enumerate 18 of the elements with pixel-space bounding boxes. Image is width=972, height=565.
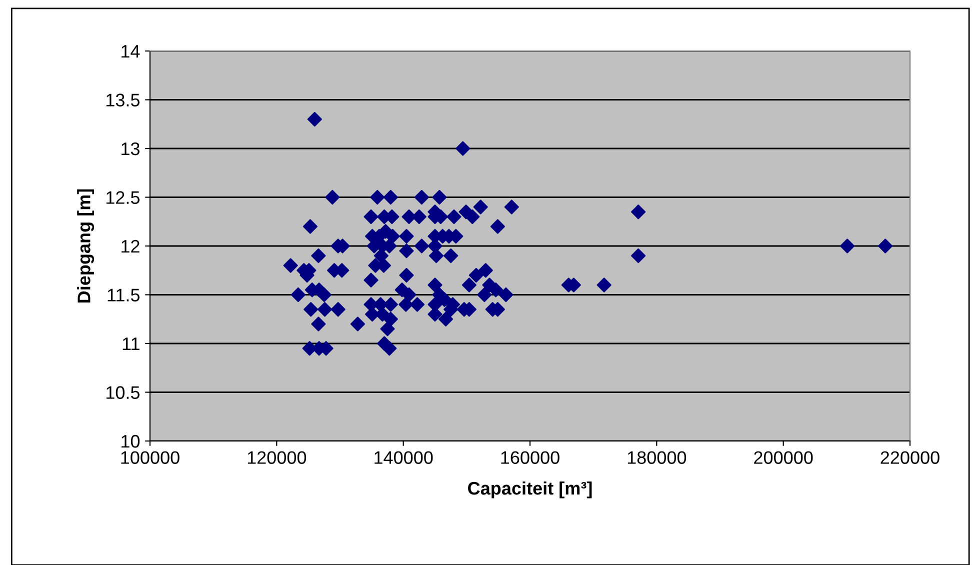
y-tick-label: 12 (122, 240, 140, 253)
y-tick-label: 13.5 (106, 94, 140, 106)
y-tick-label: 14 (122, 45, 140, 58)
x-tick-label: 140000 (374, 451, 433, 464)
y-tick-label: 10.5 (106, 386, 140, 399)
x-tick-label: 100000 (121, 451, 180, 464)
x-tick-label: 160000 (501, 451, 560, 464)
x-tick-label: 180000 (628, 451, 686, 464)
y-tick-label: 13 (122, 142, 140, 156)
x-tick-label: 220000 (880, 451, 940, 464)
y-tick-label: 11.5 (108, 288, 140, 302)
y-tick-label: 11 (122, 338, 140, 350)
x-tick-label: 120000 (248, 451, 306, 464)
y-tick-label: 12.5 (106, 191, 140, 204)
y-tick-label: 10 (122, 434, 140, 448)
y-axis-title: Diepgang [m] (77, 189, 94, 302)
x-axis-title: Capaciteit [m³] (468, 481, 592, 498)
x-tick-label: 200000 (754, 451, 813, 464)
